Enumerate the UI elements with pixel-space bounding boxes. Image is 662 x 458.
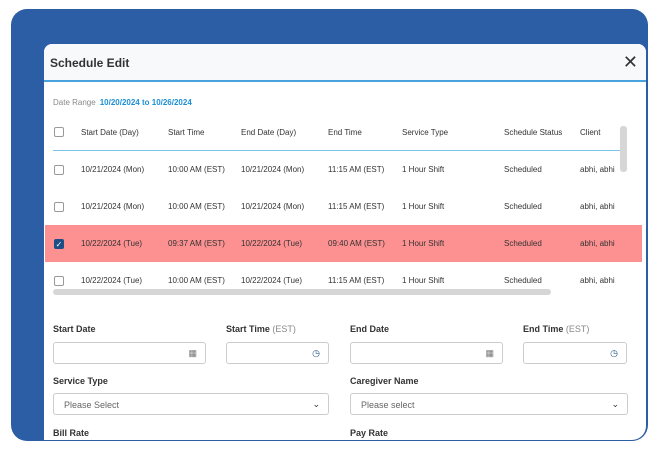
end-date-input[interactable]: ▦ — [350, 342, 503, 364]
column-header[interactable]: Schedule Status — [504, 128, 563, 137]
bill-rate-label: Bill Rate — [53, 428, 90, 438]
caregiver-name-label: Caregiver Name — [350, 376, 419, 386]
start-time-input[interactable]: ◷ — [226, 342, 329, 364]
table-cell: abhi, abhi — [580, 239, 615, 248]
calendar-icon: ▦ — [188, 348, 197, 358]
column-header[interactable]: Service Type — [402, 128, 449, 137]
column-header[interactable]: Client — [580, 128, 601, 137]
select-all-checkbox[interactable] — [54, 127, 64, 137]
table-cell: Scheduled — [504, 239, 542, 248]
end-time-label: End Time (EST) — [523, 324, 590, 334]
column-header[interactable]: End Date (Day) — [241, 128, 297, 137]
row-checkbox[interactable] — [54, 165, 64, 175]
start-date-label: Start Date — [53, 324, 96, 334]
table-cell: 09:40 AM (EST) — [328, 239, 385, 248]
modal-header: Schedule Edit ✕ — [44, 44, 646, 82]
table-cell: 11:15 AM (EST) — [328, 276, 385, 285]
table-cell: 10/22/2024 (Tue) — [241, 239, 303, 248]
header-divider — [53, 150, 621, 151]
table-cell: 10/22/2024 (Tue) — [81, 276, 143, 285]
table-cell: Scheduled — [504, 165, 542, 174]
table-row[interactable]: 10/21/2024 (Mon) 10:00 AM (EST) 10/21/2024… — [45, 151, 642, 188]
table-cell: 1 Hour Shift — [402, 239, 445, 248]
table-cell: 1 Hour Shift — [402, 165, 445, 174]
table-cell: Scheduled — [504, 276, 542, 285]
table-cell: abhi, abhi — [580, 165, 615, 174]
close-icon[interactable]: ✕ — [622, 52, 638, 72]
table-cell: 1 Hour Shift — [402, 276, 445, 285]
table-row[interactable]: 10/22/2024 (Tue) 10:00 AM (EST) 10/22/2024… — [45, 262, 642, 299]
row-checkbox[interactable]: ✓ — [54, 239, 64, 249]
column-header[interactable]: End Time — [328, 128, 362, 137]
calendar-icon: ▦ — [485, 348, 494, 358]
table-cell: 10:00 AM (EST) — [168, 202, 225, 211]
date-range-label: Date Range — [53, 98, 96, 107]
table-cell: 10/21/2024 (Mon) — [241, 165, 305, 174]
clock-icon: ◷ — [610, 348, 618, 358]
chevron-down-icon: ⌄ — [312, 399, 320, 409]
table-cell: 09:37 AM (EST) — [168, 239, 225, 248]
table-cell: 11:15 AM (EST) — [328, 165, 385, 174]
service-type-label: Service Type — [53, 376, 108, 386]
pay-rate-label: Pay Rate — [350, 428, 389, 438]
table-cell: Scheduled — [504, 202, 542, 211]
table-row[interactable]: 10/21/2024 (Mon) 10:00 AM (EST) 10/21/2024… — [45, 188, 642, 225]
table-cell: 10:00 AM (EST) — [168, 165, 225, 174]
clock-icon: ◷ — [312, 348, 320, 358]
service-type-select[interactable]: Please Select ⌄ — [53, 393, 329, 415]
row-checkbox[interactable] — [54, 276, 64, 286]
table-cell: 10/21/2024 (Mon) — [81, 165, 145, 174]
end-time-input[interactable]: ◷ — [523, 342, 627, 364]
schedule-edit-modal: Schedule Edit ✕ Date Range 10/20/2024 to … — [44, 44, 646, 440]
row-checkbox[interactable] — [54, 202, 64, 212]
horizontal-scrollbar[interactable] — [53, 289, 551, 295]
table-cell: 10/22/2024 (Tue) — [81, 239, 143, 248]
start-date-input[interactable]: ▦ — [53, 342, 206, 364]
table-cell: 10/21/2024 (Mon) — [241, 202, 305, 211]
modal-title: Schedule Edit — [50, 56, 130, 70]
table-cell: abhi, abhi — [580, 276, 615, 285]
vertical-scrollbar[interactable] — [620, 126, 627, 172]
date-range-value: 10/20/2024 to 10/26/2024 — [99, 98, 192, 107]
table-cell: abhi, abhi — [580, 202, 615, 211]
start-time-label: Start Time (EST) — [226, 324, 296, 334]
table-row[interactable]: ✓ 10/22/2024 (Tue) 09:37 AM (EST) 10/22/202… — [45, 225, 642, 262]
table-cell: 10/21/2024 (Mon) — [81, 202, 145, 211]
chevron-down-icon: ⌄ — [611, 399, 619, 409]
table-cell: 10/22/2024 (Tue) — [241, 276, 303, 285]
table-cell: 10:00 AM (EST) — [168, 276, 225, 285]
column-header[interactable]: Start Time — [168, 128, 205, 137]
table-cell: 11:15 AM (EST) — [328, 202, 385, 211]
end-date-label: End Date — [350, 324, 390, 334]
column-header[interactable]: Start Date (Day) — [81, 128, 139, 137]
date-range: Date Range 10/20/2024 to 10/26/2024 — [53, 98, 192, 107]
table-cell: 1 Hour Shift — [402, 202, 445, 211]
caregiver-name-select[interactable]: Please select ⌄ — [350, 393, 628, 415]
